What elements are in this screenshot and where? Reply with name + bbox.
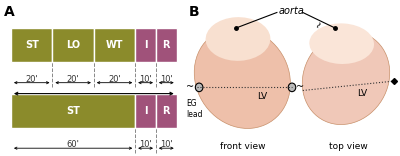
Text: ~: ~ — [314, 19, 326, 31]
Text: aorta: aorta — [279, 6, 305, 16]
Ellipse shape — [302, 32, 390, 124]
Text: ~: ~ — [186, 82, 194, 92]
Text: EG
lead: EG lead — [186, 99, 203, 119]
Bar — [52, 28, 94, 62]
Text: R: R — [162, 40, 170, 50]
Text: 20': 20' — [25, 75, 38, 84]
Text: 10': 10' — [139, 75, 152, 84]
Text: WT: WT — [106, 40, 123, 50]
Text: I: I — [144, 40, 147, 50]
Text: ST: ST — [25, 40, 39, 50]
Text: 10': 10' — [160, 140, 173, 149]
Bar — [94, 28, 135, 62]
Ellipse shape — [288, 83, 296, 92]
Bar — [156, 28, 177, 62]
Text: 10': 10' — [139, 140, 152, 149]
Text: LV: LV — [357, 89, 367, 98]
Bar — [135, 94, 156, 128]
Text: I: I — [144, 106, 147, 116]
Text: 60': 60' — [67, 140, 80, 149]
Text: front view: front view — [220, 142, 265, 151]
Bar — [11, 28, 52, 62]
Text: R: R — [162, 106, 170, 116]
Ellipse shape — [309, 23, 374, 64]
Bar — [135, 28, 156, 62]
Text: 20': 20' — [67, 75, 80, 84]
Text: ~: ~ — [296, 82, 304, 92]
Ellipse shape — [195, 83, 203, 92]
Ellipse shape — [206, 17, 270, 61]
Text: 10': 10' — [160, 75, 173, 84]
Text: B: B — [188, 5, 199, 19]
Text: 20': 20' — [108, 75, 121, 84]
Text: LV: LV — [258, 92, 268, 101]
Text: top view: top view — [329, 142, 368, 151]
Ellipse shape — [194, 28, 290, 128]
Text: LO: LO — [66, 40, 80, 50]
Text: A: A — [4, 5, 14, 19]
Bar — [156, 94, 177, 128]
Bar — [11, 94, 135, 128]
Text: ST: ST — [66, 106, 80, 116]
